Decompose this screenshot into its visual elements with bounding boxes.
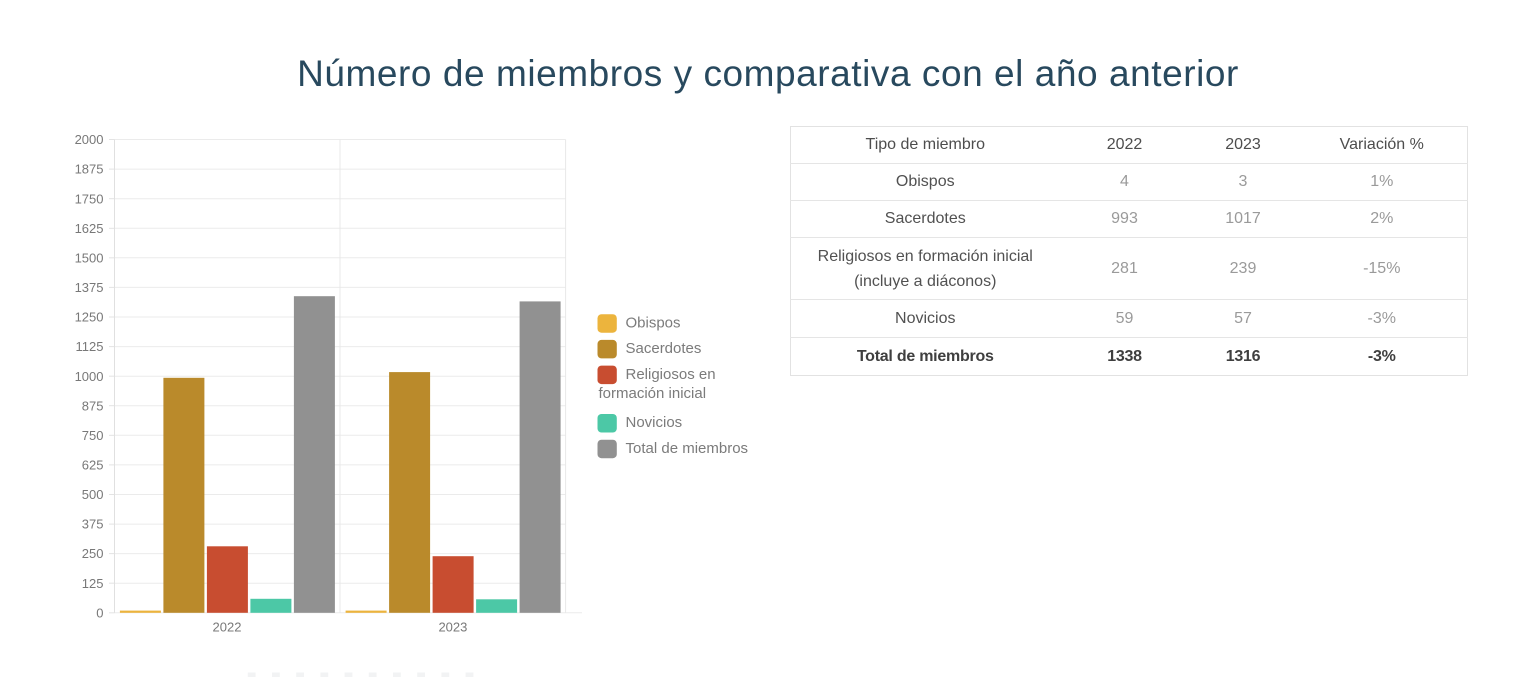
svg-text:0: 0 [96,605,103,620]
svg-text:1750: 1750 [75,191,104,206]
svg-text:1375: 1375 [75,280,104,295]
svg-text:2023: 2023 [438,620,467,635]
svg-text:750: 750 [82,428,104,443]
svg-text:500: 500 [82,487,104,502]
svg-text:1000: 1000 [75,369,104,384]
svg-text:1625: 1625 [75,221,104,236]
svg-text:125: 125 [82,576,104,591]
svg-text:625: 625 [82,458,104,473]
svg-text:1875: 1875 [75,162,104,177]
svg-text:1250: 1250 [75,310,104,325]
svg-text:1125: 1125 [76,339,104,354]
svg-text:2022: 2022 [213,620,242,635]
svg-text:250: 250 [82,546,104,561]
svg-text:375: 375 [82,517,104,532]
svg-text:Religiosos en: Religiosos en [626,366,716,383]
svg-text:1500: 1500 [75,250,104,265]
svg-text:Novicios: Novicios [626,414,683,431]
svg-text:Sacerdotes: Sacerdotes [626,340,702,357]
svg-text:Obispos: Obispos [626,314,681,331]
svg-text:875: 875 [82,398,104,413]
svg-text:formación inicial: formación inicial [599,385,707,402]
svg-text:Total de miembros: Total de miembros [626,440,749,457]
svg-text:2000: 2000 [75,132,104,147]
